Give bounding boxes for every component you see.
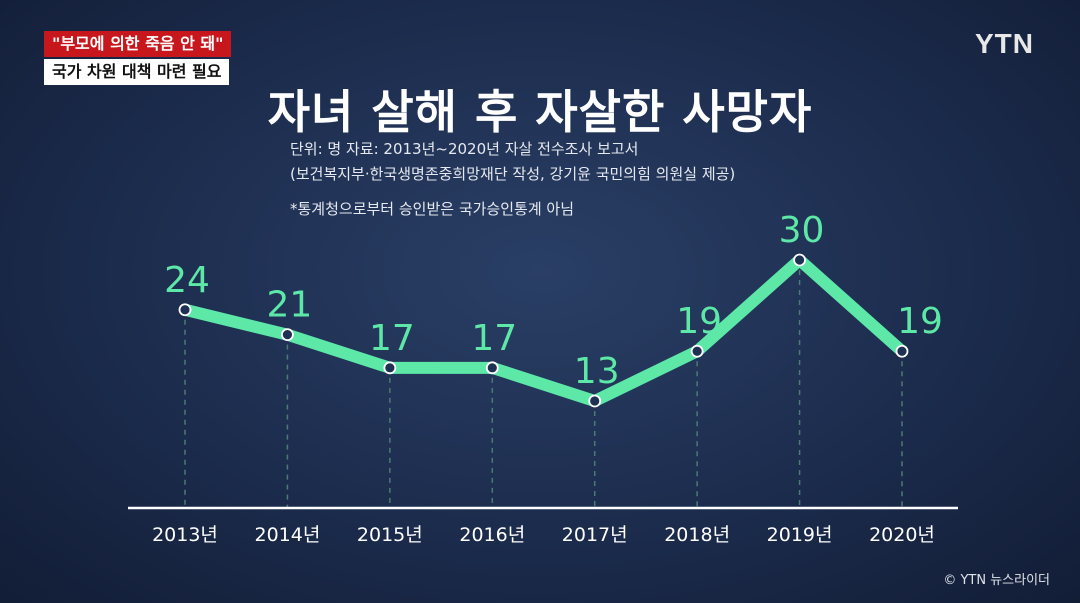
data-point-7 bbox=[895, 344, 909, 358]
x-tick-label-4: 2017년 bbox=[562, 524, 628, 546]
data-label-3: 17 bbox=[471, 318, 517, 359]
ytn-logo: YTN bbox=[975, 28, 1034, 59]
data-label-4: 13 bbox=[574, 351, 620, 392]
data-label-6: 30 bbox=[779, 210, 825, 251]
data-labels: 24 21 17 17 13 19 30 19 bbox=[164, 210, 943, 392]
data-point-4 bbox=[588, 394, 602, 408]
x-tick-label-5: 2018년 bbox=[664, 524, 730, 546]
disclaimer-note: *통계청으로부터 승인받은 국가승인통계 아님 bbox=[290, 200, 575, 218]
x-tick-label-6: 2019년 bbox=[767, 524, 833, 546]
series-line bbox=[179, 254, 908, 407]
data-label-7: 19 bbox=[897, 301, 943, 342]
news-subline-caption: 국가 차원 대책 마련 필요 bbox=[44, 59, 230, 85]
broadcast-watermark: © YTN 뉴스라이더 bbox=[943, 573, 1050, 588]
data-label-0: 24 bbox=[164, 260, 210, 301]
data-point-6 bbox=[793, 253, 806, 267]
data-label-5: 19 bbox=[676, 301, 722, 342]
data-point-1 bbox=[281, 328, 294, 342]
data-label-1: 21 bbox=[267, 285, 313, 326]
drop-lines bbox=[184, 260, 903, 508]
unit-source-note: 단위: 명 자료: 2013년~2020년 자살 전수조사 보고서 bbox=[290, 140, 639, 158]
data-label-2: 17 bbox=[369, 318, 415, 359]
x-tick-label-7: 2020년 bbox=[869, 524, 935, 546]
chart-title: 자녀 살해 후 자살한 사망자 bbox=[267, 85, 813, 139]
x-tick-label-2: 2015년 bbox=[357, 524, 423, 546]
x-tick-labels: 2013년 2014년 2015년 2016년 2017년 2018년 2019년 2020년 bbox=[152, 524, 935, 546]
data-point-5 bbox=[690, 344, 704, 358]
data-points bbox=[178, 253, 909, 408]
producer-note: (보건복지부·한국생명존중희망재단 작성, 강기윤 국민의힘 의원실 제공) bbox=[290, 165, 736, 183]
x-tick-label-3: 2016년 bbox=[459, 524, 525, 546]
data-point-0 bbox=[178, 303, 192, 317]
data-point-2 bbox=[383, 361, 397, 375]
news-headline-caption: "부모에 의한 죽음 안 돼" bbox=[44, 31, 232, 57]
x-tick-label-1: 2014년 bbox=[255, 524, 321, 546]
x-tick-label-0: 2013년 bbox=[152, 524, 218, 546]
data-point-3 bbox=[485, 361, 499, 375]
